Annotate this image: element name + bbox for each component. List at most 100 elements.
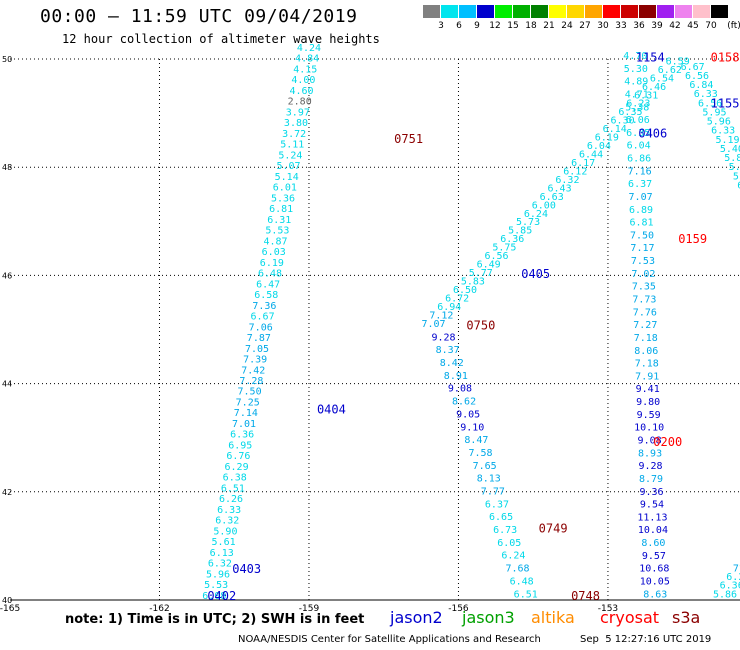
wave-height-value: 5.11 [280,140,304,151]
wave-height-value: 9.57 [642,551,666,562]
wave-height-value: 9.28 [638,461,662,472]
legend-label: 33 [615,21,627,31]
wave-height-value: 9.80 [636,397,660,408]
wave-height-value: 9.41 [636,384,660,395]
wave-height-value: 6.06 [626,115,650,126]
wave-height-value: 6.51 [514,589,538,600]
wave-height-value: 7.76 [633,307,657,318]
wave-height-value: 6.37 [628,179,652,190]
wave-height-value: 6.22 [726,572,740,583]
wave-height-value: 6.30 [611,116,635,127]
wave-height-value: 8.91 [444,371,468,382]
legend-swatch [531,5,548,18]
wave-height-value: 5.95 [702,107,726,118]
wave-height-value: 6.38 [223,473,247,484]
lat-tick-label: 48 [2,163,12,172]
wave-height-value: 6.36 [500,234,524,245]
wave-height-value: 6.33 [217,505,241,516]
wave-height-value: 6.12 [563,166,587,177]
wave-height-value: 9.08 [638,435,662,446]
wave-height-value: 6.51 [221,483,245,494]
wave-height-value: 7.16 [628,166,652,177]
wave-height-value: 8.60 [641,538,665,549]
legend-label: 45 [687,21,699,31]
legend-label: 42 [669,21,681,31]
wave-height-value: 7.06 [249,322,273,333]
wave-height-value: 5.80 [724,153,740,164]
pass-time-label: 0200 [653,435,682,449]
wave-height-value: 2.80 [288,97,312,108]
wave-height-value: 9.10 [460,422,484,433]
wave-height-value: 5.83 [461,276,485,287]
wave-height-value: 5.73 [516,217,540,228]
legend-label: 18 [525,21,537,31]
footer-timestamp: Sep 5 12:27:16 UTC 2019 [580,634,712,645]
legend-swatch [693,5,710,18]
wave-height-value: 6.48 [510,576,534,587]
pass-time-label: 0406 [638,126,667,140]
wave-height-value: 7.14 [234,408,258,419]
satellite-jason2: jason2 [390,608,443,627]
wave-height-value: 8.13 [477,474,501,485]
wave-height-value: 5.96 [707,117,731,128]
wave-height-value: 7.18 [635,359,659,370]
wave-height-value: 6.47 [256,279,280,290]
wave-height-value: 6.67 [251,312,275,323]
wave-height-value: 7.28 [239,376,263,387]
wave-height-value: 6.58 [254,290,278,301]
wave-height-value: 6.32 [215,516,239,527]
wave-height-value: 10.04 [638,525,668,536]
wave-height-value: 6.23 [626,99,650,110]
page-subtitle: 12 hour collection of altimeter wave hei… [62,32,380,46]
satellite-cryosat: cryosat [600,608,660,627]
wave-height-value: 6.84 [689,80,713,91]
legend-label: 15 [507,21,519,31]
wave-height-value: 4.60 [290,86,314,97]
wave-height-value: 6.81 [629,218,653,229]
lat-tick-label: 44 [2,380,12,389]
wave-height-value: 5.86 [713,589,737,600]
pass-time-label: 0159 [678,232,707,246]
wave-height-value: 5.07 [277,161,301,172]
wave-height-value: 6.00 [532,200,556,211]
wave-height-value: 7.68 [505,564,529,575]
wave-height-value: 11.13 [637,512,667,523]
legend-unit: (ft) [727,21,740,31]
wave-height-value: 6.14 [603,124,627,135]
wave-height-value: 6.04 [627,141,651,152]
wave-height-value: 5.99 [729,162,740,173]
lat-tick-label: 46 [2,271,12,280]
legend-swatch [459,5,476,18]
wave-height-value: 8.79 [639,474,663,485]
wave-height-value: 6.05 [497,538,521,549]
wave-height-value: 5.38 [625,102,649,113]
pass-time-label: 0158 [711,51,740,65]
wave-height-value: 6.56 [698,98,722,109]
wave-height-value: 5.75 [492,243,516,254]
wave-height-value: 5.40 [720,144,740,155]
wave-height-value: 7.77 [481,487,505,498]
wave-height-value: 5.53 [204,580,228,591]
wave-height-value: 5.85 [508,226,532,237]
wave-height-value: 6.33 [694,89,718,100]
wave-height-value: 6.63 [540,192,564,203]
wave-height-value: 9.08 [448,384,472,395]
wave-height-value: 6.62 [658,65,682,76]
footer-agency: NOAA/NESDIS Center for Satellite Applica… [238,634,541,645]
wave-height-value: 8.37 [436,345,460,356]
wave-height-value: 9.28 [431,332,455,343]
wave-height-value: 7.50 [630,230,654,241]
wave-height-value: 6.31 [267,215,291,226]
wave-height-value: 6.35 [618,107,642,118]
wave-height-value: 6.67 [681,62,705,73]
wave-height-value: 7.39 [243,355,267,366]
wave-height-value: 6.08 [202,591,226,602]
wave-height-value: 5.77 [469,268,493,279]
wave-height-value: 7.05 [245,344,269,355]
wave-height-value: 5.30 [624,64,648,75]
legend-swatch [711,5,728,18]
wave-height-value: 10.05 [640,576,670,587]
wave-height-value: 5.53 [265,226,289,237]
legend-swatch [603,5,620,18]
legend-label: 27 [579,21,591,31]
